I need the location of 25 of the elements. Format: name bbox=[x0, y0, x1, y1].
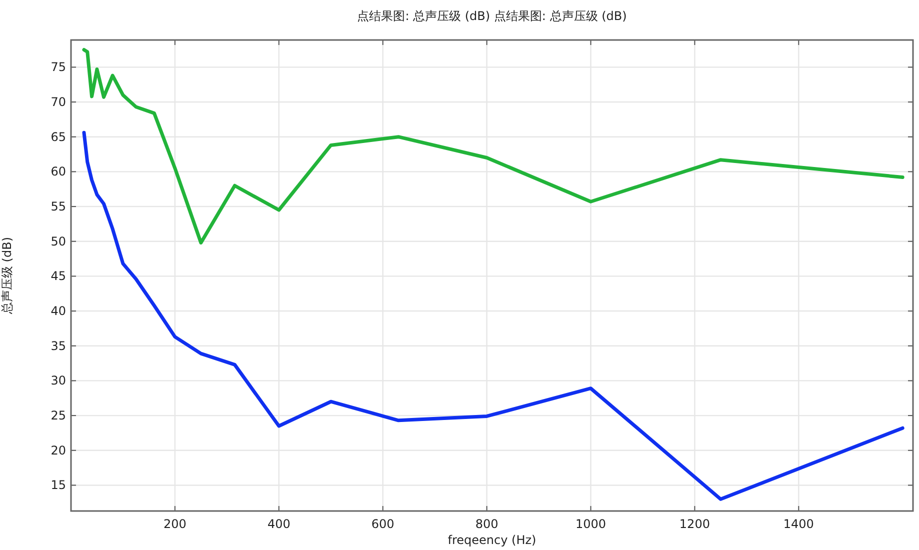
y-tick-label: 75 bbox=[50, 60, 66, 74]
x-tick-label: 1000 bbox=[575, 517, 606, 531]
y-tick-label: 50 bbox=[50, 234, 66, 248]
y-tick-label: 35 bbox=[50, 338, 66, 353]
x-tick-label: 800 bbox=[475, 517, 498, 531]
x-tick-label: 600 bbox=[371, 517, 394, 531]
x-tick-label: 400 bbox=[267, 517, 290, 531]
y-tick-label: 15 bbox=[50, 478, 66, 492]
x-tick-label: 1200 bbox=[679, 517, 710, 531]
y-tick-label: 65 bbox=[50, 130, 66, 144]
y-tick-label: 70 bbox=[50, 95, 66, 110]
x-tick-label: 1400 bbox=[783, 517, 814, 531]
line-series bbox=[82, 48, 904, 244]
x-tick-label: 200 bbox=[163, 517, 186, 531]
y-tick-label: 60 bbox=[50, 164, 66, 179]
line-series bbox=[82, 130, 904, 501]
chart-title: 点结果图: 总声压级 (dB) 点结果图: 总声压级 (dB) bbox=[357, 9, 627, 23]
y-tick-label: 40 bbox=[50, 304, 66, 318]
y-tick-label: 30 bbox=[50, 374, 66, 388]
y-tick-label: 20 bbox=[50, 443, 66, 458]
y-tick-label: 45 bbox=[50, 269, 66, 284]
y-axis-title: 总声压级 (dB) bbox=[0, 236, 14, 316]
x-axis-title: freqeency (Hz) bbox=[448, 533, 536, 547]
y-tick-label: 25 bbox=[50, 408, 66, 423]
y-tick-label: 55 bbox=[50, 200, 66, 214]
